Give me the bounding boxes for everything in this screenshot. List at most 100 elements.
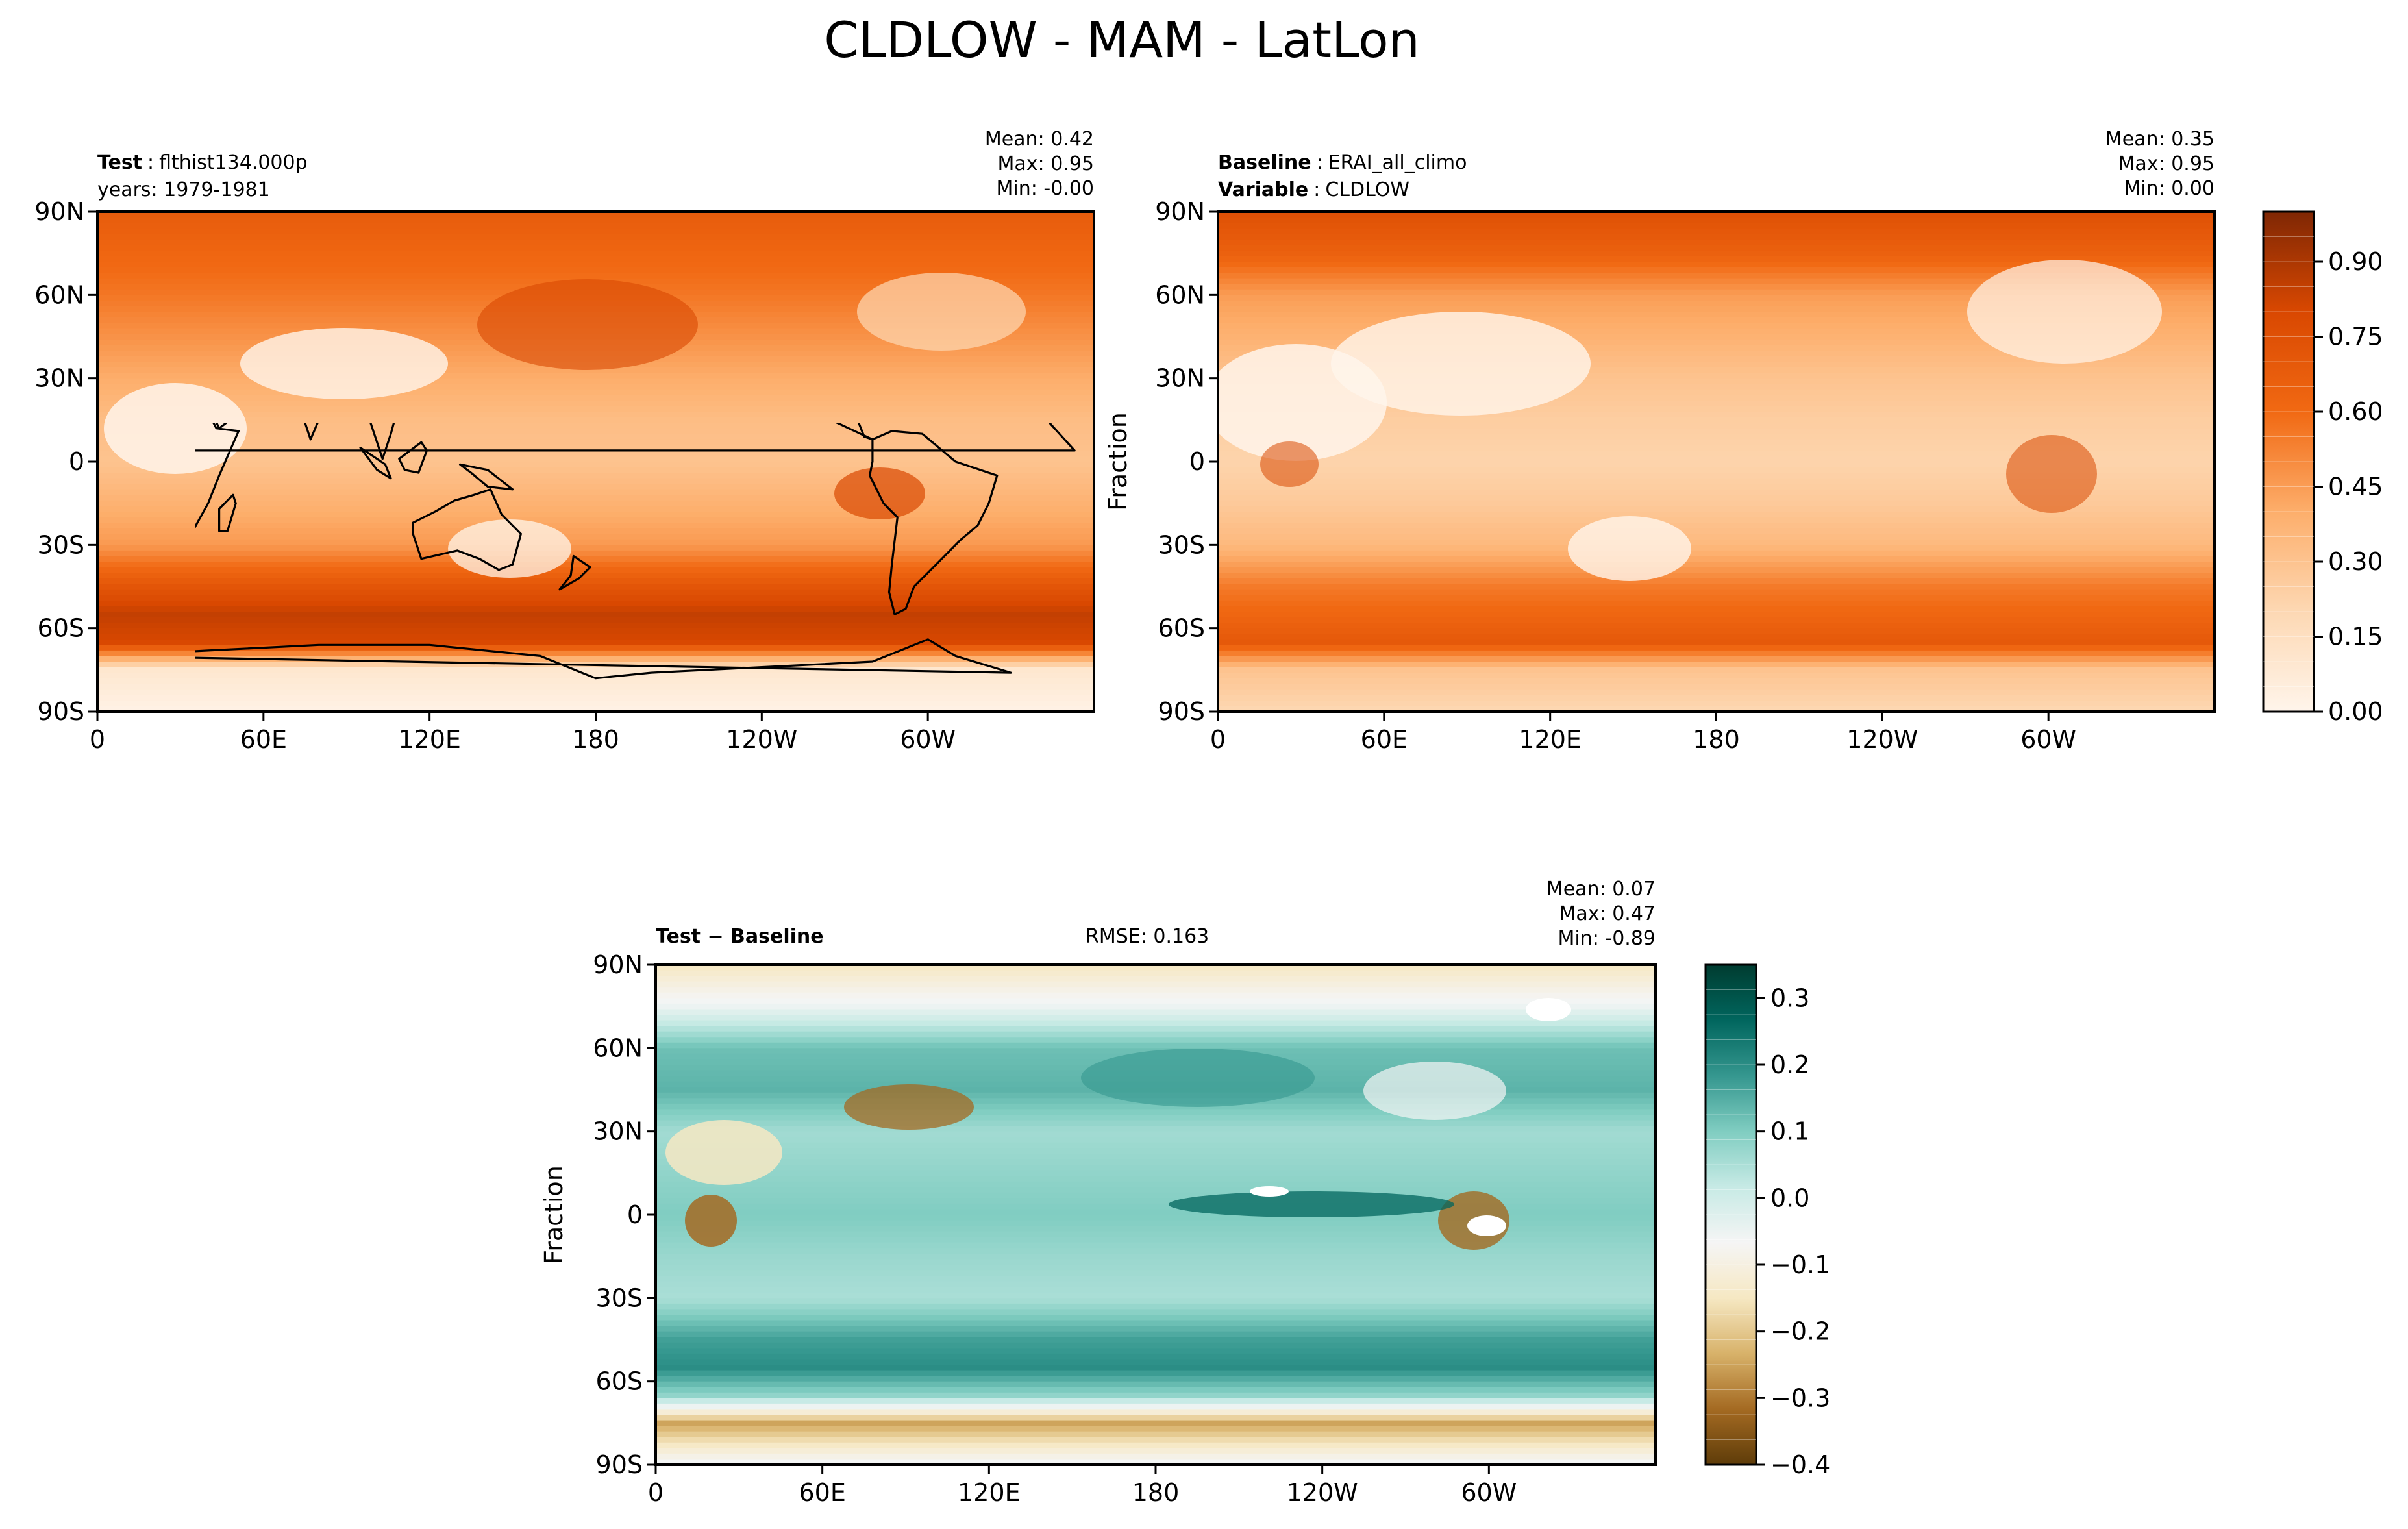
field-band	[1218, 550, 2215, 557]
field-band	[656, 1292, 1656, 1299]
diff-tibet-neg	[844, 1084, 974, 1130]
field-band	[656, 1276, 1656, 1282]
field-band	[1218, 323, 2215, 329]
field-band	[656, 1281, 1656, 1288]
x-tick-label: 180	[1693, 725, 1740, 754]
diff-stat-max: Max: 0.47	[1559, 902, 1656, 925]
field-band	[97, 673, 1094, 679]
field-band	[97, 634, 1094, 640]
field-band	[97, 700, 1094, 707]
test-namerica-low	[857, 273, 1026, 351]
field-band	[97, 245, 1094, 251]
field-band	[97, 550, 1094, 557]
field-band	[656, 1392, 1656, 1399]
field-band	[1218, 623, 2215, 629]
field-band	[656, 1265, 1656, 1271]
field-band	[1218, 423, 2215, 429]
field-band	[1218, 628, 2215, 635]
field-band	[97, 484, 1094, 490]
field-band	[656, 1148, 1656, 1154]
diff-sahara-neg	[665, 1120, 782, 1185]
field-band	[656, 1120, 1656, 1127]
colorbar-tick-label: 0.45	[2328, 473, 2383, 501]
x-tick-label: 180	[572, 725, 619, 754]
field-band	[97, 639, 1094, 646]
field-band	[656, 970, 1656, 977]
y-tick-label: 60S	[1158, 614, 1205, 643]
field-band	[656, 1103, 1656, 1110]
x-tick-label: 60E	[799, 1478, 845, 1507]
field-band	[656, 1442, 1656, 1449]
field-band	[656, 1142, 1656, 1149]
field-band	[1218, 617, 2215, 624]
field-band	[97, 384, 1094, 390]
field-band	[1218, 484, 2215, 490]
coastline-new-zealand	[558, 554, 591, 591]
field-band	[1218, 284, 2215, 290]
coastline-south-america	[869, 430, 999, 615]
field-band	[97, 250, 1094, 257]
diff-npac-pos	[1081, 1049, 1315, 1107]
field-band	[1218, 223, 2215, 229]
field-band	[97, 489, 1094, 496]
field-band	[97, 389, 1094, 396]
field-band	[656, 1376, 1656, 1382]
field-band	[97, 456, 1094, 462]
y-tick-label: 60S	[38, 614, 84, 643]
diff-tropical-missing	[1250, 1186, 1289, 1197]
field-band	[1218, 528, 2215, 535]
y-tick-label: 90N	[34, 197, 84, 226]
test-australia-low	[448, 519, 571, 578]
field-band	[656, 1370, 1656, 1377]
x-tick-label: 0	[648, 1478, 664, 1507]
baseline-header-label: Baseline	[1218, 151, 1311, 174]
diff-stat-min: Min: -0.89	[1558, 927, 1656, 950]
cldlow-colorbar-bar	[2262, 210, 2315, 713]
field-band	[97, 650, 1094, 657]
field-band	[97, 556, 1094, 562]
field-band	[97, 523, 1094, 529]
field-band	[97, 623, 1094, 629]
field-band	[1218, 317, 2215, 324]
field-band	[656, 1109, 1656, 1115]
field-band	[656, 1026, 1656, 1032]
field-band	[97, 434, 1094, 440]
diff-ylabel: Fraction	[540, 1165, 568, 1264]
field-band	[1218, 578, 2215, 585]
x-tick-label: 120W	[726, 725, 797, 754]
field-band	[97, 706, 1094, 712]
baseline-stat-min: Min: 0.00	[2124, 177, 2215, 200]
field-band	[97, 684, 1094, 690]
field-band	[97, 228, 1094, 235]
field-band	[1218, 445, 2215, 451]
field-band	[1218, 689, 2215, 696]
field-band	[1218, 612, 2215, 618]
field-band	[1218, 600, 2215, 607]
field-band	[1218, 256, 2215, 262]
field-band	[1218, 373, 2215, 379]
field-band	[97, 695, 1094, 701]
y-tick-label: 60N	[34, 280, 84, 309]
field-band	[1218, 478, 2215, 485]
field-band	[656, 1231, 1656, 1238]
field-band	[97, 417, 1094, 424]
test-coastlines	[195, 423, 1076, 680]
field-band	[656, 1031, 1656, 1038]
field-band	[1218, 345, 2215, 351]
field-band	[97, 373, 1094, 379]
field-band	[97, 239, 1094, 246]
field-band	[656, 1342, 1656, 1349]
field-band	[97, 589, 1094, 596]
field-band	[656, 1176, 1656, 1182]
field-band	[1218, 300, 2215, 307]
field-band	[1218, 684, 2215, 690]
field-band	[1218, 645, 2215, 651]
field-band	[1218, 228, 2215, 235]
field-band	[656, 1187, 1656, 1193]
field-band	[1218, 539, 2215, 546]
coastline-madagascar	[218, 493, 237, 532]
colorbar-tick-label: 0.1	[1770, 1117, 1809, 1146]
field-band	[1218, 278, 2215, 285]
baseline-subheader: Variable: CLDLOW	[1218, 179, 1409, 201]
field-band	[656, 1170, 1656, 1177]
